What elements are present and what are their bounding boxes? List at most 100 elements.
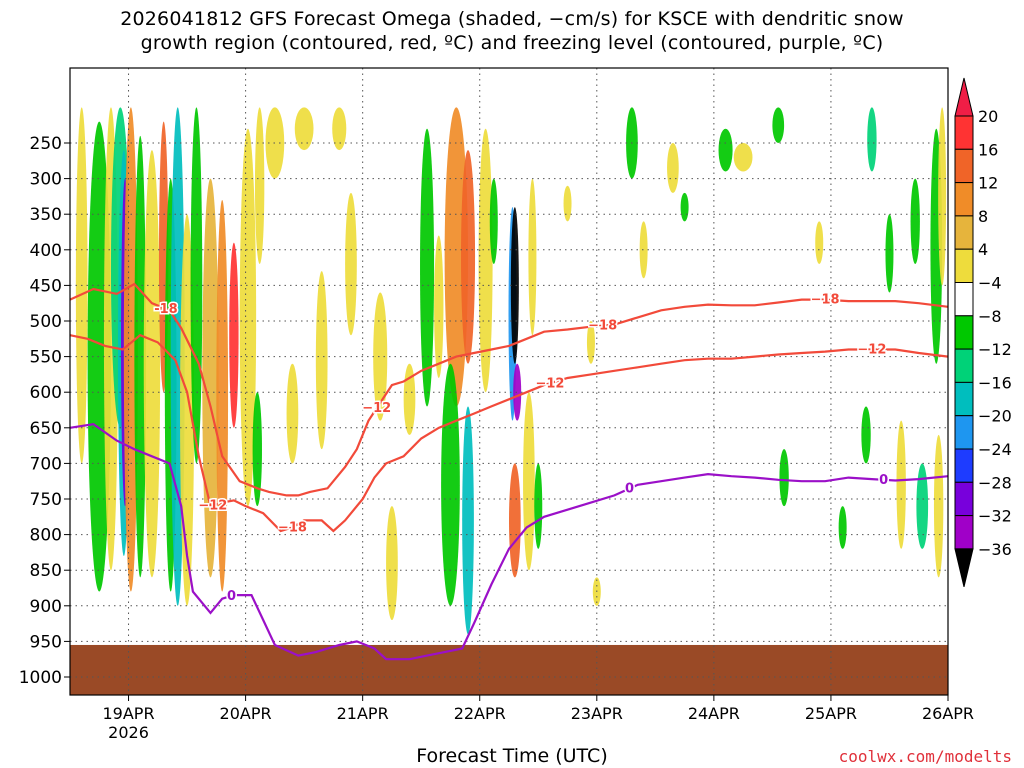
contour-label: 0 — [227, 589, 236, 604]
omega-shade-blob — [202, 178, 219, 578]
contour-line--12 — [69, 333, 949, 533]
y-tick-label: 700 — [30, 454, 62, 474]
chart-title-line1: 2026041812 GFS Forecast Omega (shaded, −… — [120, 8, 904, 30]
colorbar-top-arrow — [954, 77, 974, 117]
contour-label: 0 — [879, 473, 888, 488]
omega-shade-blob — [772, 107, 785, 143]
omega-shade-blob — [523, 392, 535, 571]
y-tick-label: 950 — [30, 632, 62, 652]
omega-shade-blob — [513, 363, 522, 421]
ground-terrain — [70, 644, 948, 695]
contour-label: −18 — [811, 293, 840, 308]
omega-shade-blob — [403, 363, 416, 435]
contour-line-0 — [69, 423, 949, 661]
omega-shade-blob — [489, 178, 498, 265]
omega-shade-blob — [867, 107, 877, 172]
y-tick-label: 250 — [30, 134, 62, 154]
omega-shade-blob — [441, 363, 460, 606]
colorbar-swatch — [954, 448, 974, 483]
omega-shade-blob — [534, 463, 543, 549]
colorbar-label: −36 — [978, 540, 1012, 559]
y-tick-label: 800 — [30, 526, 62, 546]
omega-shade-blob — [229, 242, 239, 428]
omega-shade-blob — [563, 185, 572, 222]
omega-shade-blob — [933, 434, 944, 578]
colorbar-swatch — [954, 282, 974, 317]
x-tick-label: 22APR — [454, 704, 506, 723]
omega-shade-blob — [332, 107, 347, 151]
omega-shade-blob — [680, 192, 689, 222]
contour-line--18 — [69, 282, 949, 497]
colorbar-label: 16 — [978, 140, 998, 159]
colorbar-label: 12 — [978, 174, 998, 193]
y-tick-label: 850 — [30, 561, 62, 581]
omega-shade-blob — [916, 463, 929, 549]
ground-surface — [70, 644, 948, 695]
y-tick-label: 500 — [30, 312, 62, 332]
omega-shade-blob — [462, 406, 474, 635]
y-tick-label: 650 — [30, 419, 62, 439]
contour-label: −12 — [535, 376, 564, 391]
colorbar-label: 8 — [978, 207, 988, 226]
omega-shade-blob — [779, 449, 789, 507]
x-tick-label: 23APR — [571, 704, 623, 723]
omega-shade-blob — [373, 292, 388, 421]
omega-shade-blob — [286, 363, 299, 464]
omega-shade-blob — [386, 506, 398, 621]
y-axis-ticks: 250 300 350 400 450 500 550 600 650 700 750 800 850 9… — [19, 134, 70, 688]
omega-shade-blob — [815, 221, 824, 265]
y-tick-label: 750 — [30, 490, 62, 510]
colorbar-label: −8 — [978, 307, 1002, 326]
colorbar-swatch — [954, 315, 974, 350]
y-tick-label: 450 — [30, 276, 62, 296]
omega-shade-blob — [667, 143, 679, 193]
omega-shade-blob — [586, 321, 595, 364]
colorbar-legend: 20 16 12 8 4 −4 −8 −12 −16 −20 −24 −28 −32 −36 — [954, 77, 1012, 588]
y-tick-label: 600 — [30, 383, 62, 403]
omega-shade-blob — [896, 420, 906, 549]
colorbar-label: −16 — [978, 373, 1012, 392]
x-tick-label: 19APR — [102, 704, 154, 723]
colorbar-label: −24 — [978, 440, 1012, 459]
omega-shade-blob — [134, 135, 147, 578]
omega-shade-blob — [478, 128, 493, 393]
omega-shade-blob — [180, 214, 195, 606]
omega-shade-blob — [190, 107, 203, 464]
contour-label: 0 — [625, 481, 634, 496]
colorbar-swatch — [954, 215, 974, 250]
x-tick-label: 20APR — [220, 704, 272, 723]
colorbar-swatch — [954, 115, 974, 150]
x-tick-label: 26APR — [922, 704, 974, 723]
y-tick-label: 400 — [30, 241, 62, 261]
omega-shade-blob — [254, 107, 265, 265]
contour-label: −12 — [362, 401, 391, 416]
contour-label: −12 — [857, 342, 886, 357]
colorbar-label: −12 — [978, 340, 1012, 359]
colorbar-swatch — [954, 415, 974, 450]
y-tick-label: 900 — [30, 597, 62, 617]
contour-label: −18 — [588, 319, 617, 334]
colorbar-swatch — [954, 148, 974, 184]
colorbar-swatch — [954, 348, 974, 383]
omega-shade-blob — [718, 128, 733, 172]
omega-shade-blob — [510, 207, 519, 364]
credit-text: coolwx.com/modelts — [838, 747, 1012, 766]
omega-shade-blob — [910, 178, 920, 265]
y-tick-label: 300 — [30, 170, 62, 190]
colorbar-bottom-arrow — [954, 548, 974, 588]
omega-shade-blob — [315, 271, 328, 450]
contour-label: −18 — [278, 520, 307, 535]
x-tick-label: 24APR — [688, 704, 740, 723]
omega-shade-blob — [216, 199, 229, 592]
y-tick-label: 1000 — [19, 668, 62, 688]
omega-shade-blob — [444, 107, 469, 407]
omega-shade-blob — [885, 214, 894, 293]
omega-shade-blob — [294, 107, 314, 151]
colorbar-swatch — [954, 182, 974, 217]
colorbar-label: 20 — [978, 107, 998, 126]
colorbar-label: −28 — [978, 473, 1012, 492]
colorbar-swatch — [954, 381, 974, 417]
